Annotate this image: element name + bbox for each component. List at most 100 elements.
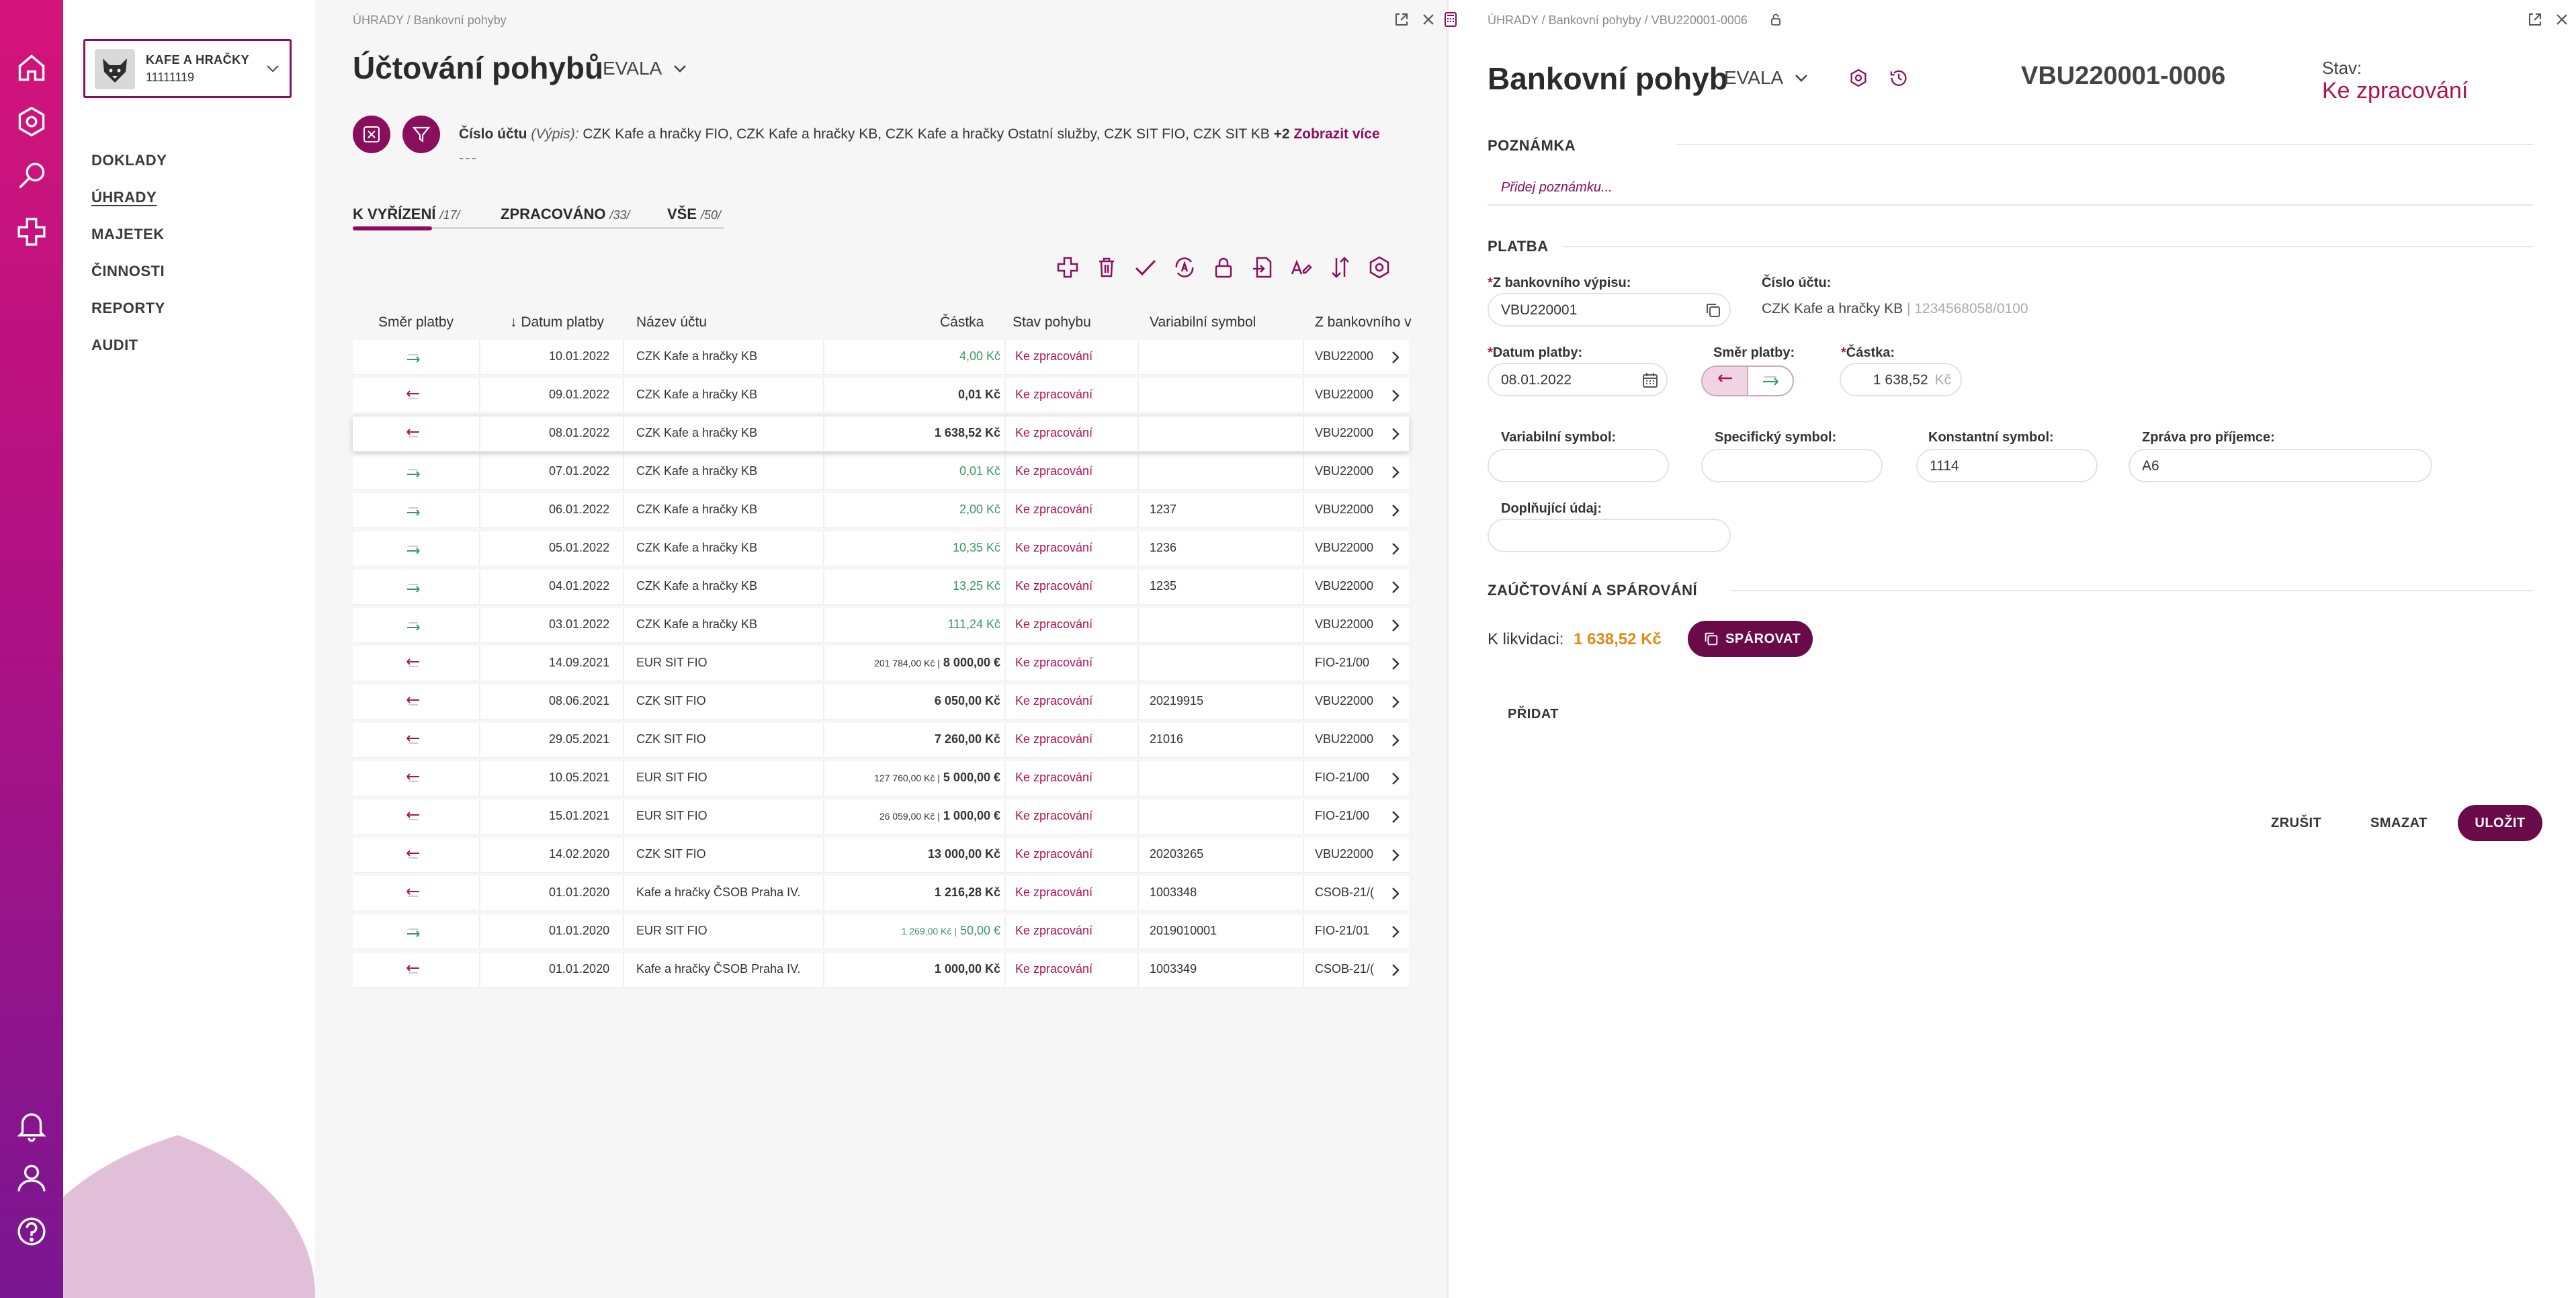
table-row[interactable]: 29.05.2021 CZK SIT FIO 7 260,00 Kč Ke zpra… <box>353 723 1409 758</box>
col-variable-symbol[interactable]: Variabilní symbol <box>1150 314 1256 330</box>
org-selector[interactable]: EVALA <box>1724 67 1810 89</box>
sort-icon[interactable] <box>1327 254 1354 281</box>
sidebar-item-uhrady[interactable]: ÚHRADY <box>91 189 157 206</box>
sidebar-item-audit[interactable]: AUDIT <box>91 337 138 353</box>
table-row[interactable]: 01.01.2020 Kafe a hračky ČSOB Praha IV. 1… <box>353 876 1409 911</box>
expand-icon[interactable] <box>1393 11 1410 28</box>
save-button[interactable]: ULOŽIT <box>2458 805 2542 841</box>
table-row[interactable]: 10.05.2021 EUR SIT FIO 127 760,00 Kč | 5 0… <box>353 761 1409 796</box>
rename-icon[interactable] <box>1288 254 1315 281</box>
chevron-right-icon[interactable] <box>1386 348 1405 367</box>
pane-toggle-button[interactable] <box>1441 9 1461 30</box>
chevron-right-icon[interactable] <box>1386 463 1405 482</box>
calendar-icon[interactable] <box>1641 371 1660 390</box>
tab-all[interactable]: VŠE/50/ <box>667 206 721 223</box>
settings-icon[interactable] <box>1366 254 1393 281</box>
table-row[interactable]: 10.01.2022 CZK Kafe a hračky KB 4,00 Kč Ke… <box>353 340 1409 375</box>
col-status[interactable]: Stav pohybu <box>1013 314 1091 330</box>
table-row[interactable]: 07.01.2022 CZK Kafe a hračky KB 0,01 Kč Ke… <box>353 455 1409 490</box>
statement-field[interactable]: VBU220001 <box>1488 293 1731 327</box>
table-row[interactable]: 14.09.2021 EUR SIT FIO 201 784,00 Kč | 8 0… <box>353 646 1409 681</box>
table-row[interactable]: 01.01.2020 Kafe a hračky ČSOB Praha IV. 1… <box>353 953 1409 988</box>
sidebar-item-majetek[interactable]: MAJETEK <box>91 226 165 243</box>
col-account[interactable]: Název účtu <box>636 314 707 330</box>
table-row[interactable]: 09.01.2022 CZK Kafe a hračky KB 0,01 Kč Ke… <box>353 378 1409 413</box>
date-field[interactable]: 08.01.2022 <box>1488 363 1668 396</box>
chevron-right-icon[interactable] <box>1386 693 1405 711</box>
add-button[interactable]: PŘIDAT <box>1508 707 1559 722</box>
ss-field[interactable] <box>1701 449 1883 482</box>
table-row[interactable]: 01.01.2020 EUR SIT FIO 1 269,00 Kč | 50,00… <box>353 914 1409 949</box>
chevron-right-icon[interactable] <box>1386 884 1405 903</box>
chevron-right-icon[interactable] <box>1386 425 1405 443</box>
chevron-right-icon[interactable] <box>1386 731 1405 750</box>
table-row[interactable]: 08.01.2022 CZK Kafe a hračky KB 1 638,52 … <box>353 417 1409 451</box>
add-icon[interactable] <box>1054 254 1081 281</box>
bell-icon[interactable] <box>13 1107 50 1143</box>
amount-field[interactable]: 1 638,52 Kč <box>1840 363 1962 396</box>
direction-out-option[interactable] <box>1703 367 1748 395</box>
tab-pending[interactable]: K VYŘÍZENÍ/17/ <box>353 206 460 223</box>
filter-button[interactable] <box>402 116 440 153</box>
auto-pair-icon[interactable] <box>1171 254 1198 281</box>
extra-field[interactable] <box>1488 519 1731 552</box>
chevron-right-icon[interactable] <box>1386 846 1405 865</box>
lock-icon[interactable] <box>1210 254 1237 281</box>
table-row[interactable]: 03.01.2022 CZK Kafe a hračky KB 111,24 Kč… <box>353 608 1409 643</box>
plus-icon[interactable] <box>13 214 50 250</box>
vs-field[interactable] <box>1488 449 1669 482</box>
settings-icon[interactable] <box>13 103 50 140</box>
help-icon[interactable] <box>13 1213 50 1250</box>
chevron-right-icon[interactable] <box>1386 922 1405 941</box>
chevron-right-icon[interactable] <box>1386 578 1405 597</box>
unlock-icon[interactable] <box>1768 12 1783 27</box>
delete-button[interactable]: SMAZAT <box>2370 816 2428 830</box>
chevron-down-icon[interactable] <box>264 60 282 77</box>
col-date[interactable]: ↓ Datum platby <box>510 314 605 330</box>
pair-button[interactable]: SPÁROVAT <box>1688 621 1813 657</box>
search-icon[interactable] <box>13 159 50 195</box>
export-button[interactable] <box>353 116 390 153</box>
expand-icon[interactable] <box>2526 11 2544 28</box>
table-row[interactable]: 04.01.2022 CZK Kafe a hračky KB 13,25 Kč K… <box>353 570 1409 605</box>
chevron-right-icon[interactable] <box>1386 501 1405 520</box>
table-row[interactable]: 14.02.2020 CZK SIT FIO 13 000,00 Kč Ke zpr… <box>353 838 1409 873</box>
ks-field[interactable]: 1114 <box>1916 449 2098 482</box>
chevron-right-icon[interactable] <box>1386 808 1405 826</box>
col-direction[interactable]: Směr platby <box>378 314 454 330</box>
sidebar-item-reporty[interactable]: REPORTY <box>91 300 165 316</box>
direction-toggle[interactable] <box>1701 365 1794 396</box>
chevron-right-icon[interactable] <box>1386 769 1405 788</box>
copy-icon[interactable] <box>1704 301 1723 320</box>
col-statement[interactable]: Z bankovního v <box>1315 314 1412 330</box>
chevron-right-icon[interactable] <box>1386 539 1405 558</box>
chevron-right-icon[interactable] <box>1386 386 1405 405</box>
import-icon[interactable] <box>1249 254 1276 281</box>
settings-icon[interactable] <box>1848 67 1869 89</box>
note-input[interactable]: Přidej poznámku... <box>1501 180 1613 195</box>
home-icon[interactable] <box>13 50 50 86</box>
history-icon[interactable] <box>1888 67 1909 89</box>
tab-processed[interactable]: ZPRACOVÁNO/33/ <box>501 206 630 223</box>
close-icon[interactable] <box>1420 11 1437 28</box>
msg-field[interactable]: A6 <box>2129 449 2432 482</box>
org-selector[interactable]: EVALA <box>603 58 689 79</box>
delete-icon[interactable] <box>1093 254 1120 281</box>
table-row[interactable]: 08.06.2021 CZK SIT FIO 6 050,00 Kč Ke zpra… <box>353 685 1409 720</box>
chevron-right-icon[interactable] <box>1386 654 1405 673</box>
col-amount[interactable]: Částka <box>940 314 984 330</box>
close-icon[interactable] <box>2553 11 2571 28</box>
table-row[interactable]: 05.01.2022 CZK Kafe a hračky KB 10,35 Kč K… <box>353 531 1409 566</box>
user-icon[interactable] <box>13 1160 50 1196</box>
sidebar-item-doklady[interactable]: DOKLADY <box>91 152 167 169</box>
company-selector[interactable]: KAFE A HRAČKY 11111119 <box>83 39 292 98</box>
chevron-right-icon[interactable] <box>1386 616 1405 635</box>
chevron-right-icon[interactable] <box>1386 961 1405 980</box>
direction-in-option[interactable] <box>1750 367 1793 395</box>
table-row[interactable]: 15.01.2021 EUR SIT FIO 26 059,00 Kč | 1 00… <box>353 799 1409 834</box>
sidebar-item-cinnosti[interactable]: ČINNOSTI <box>91 263 165 279</box>
cancel-button[interactable]: ZRUŠIT <box>2271 816 2322 830</box>
table-row[interactable]: 06.01.2022 CZK Kafe a hračky KB 2,00 Kč Ke… <box>353 493 1409 528</box>
check-icon[interactable] <box>1132 254 1159 281</box>
show-more-link[interactable]: Zobrazit více <box>1293 126 1380 142</box>
